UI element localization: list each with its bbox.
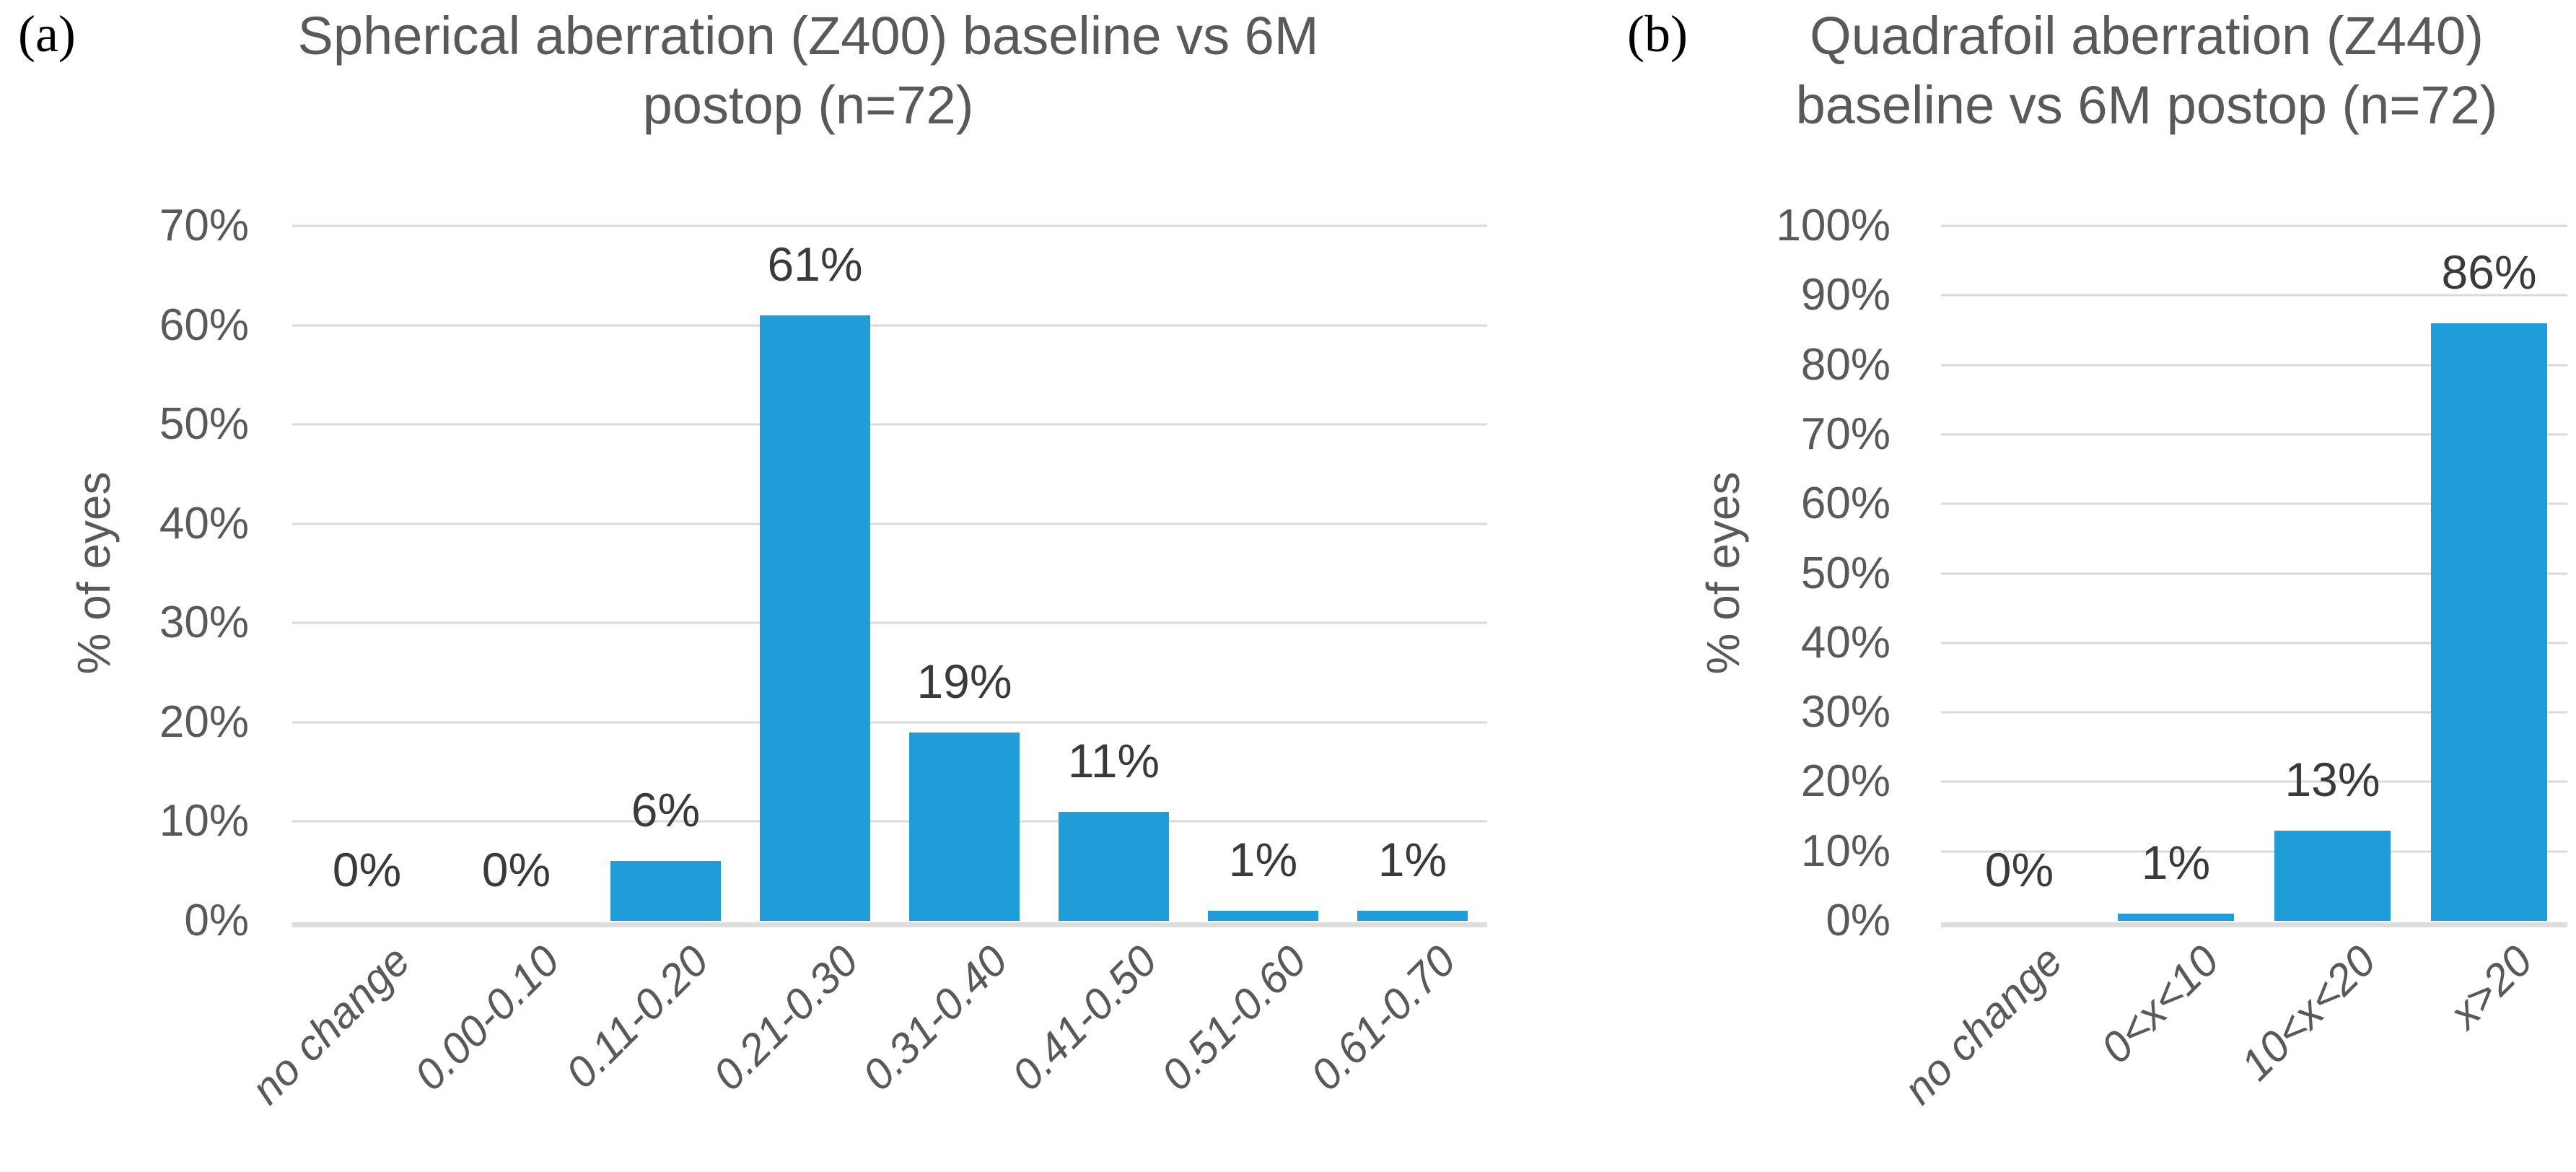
y-tick-label: 30% (159, 598, 249, 648)
y-tick-label: 50% (159, 399, 249, 450)
y-tick-label: 100% (1776, 201, 1891, 250)
x-category-label: 10<x<20 (2231, 936, 2386, 1090)
gridline (1941, 224, 2567, 227)
y-tick-label: 40% (159, 498, 249, 548)
gridline (1941, 294, 2567, 297)
plot-area-b: 0% 1% 13% 86% (1941, 224, 2567, 927)
bar-value-label: 1% (1228, 833, 1298, 887)
x-category-label: 0.61-0.70 (1301, 936, 1466, 1100)
bar-value-label: 1% (2141, 836, 2211, 890)
x-axis-line (292, 922, 1487, 927)
gridline (1941, 642, 2567, 644)
x-axis-labels-a: no change 0.00-0.10 0.11-0.20 0.21-0.30 0.31… (242, 928, 1487, 1172)
x-category-label: 0.00-0.10 (405, 936, 569, 1100)
x-category-label: 0.31-0.40 (853, 936, 1017, 1100)
gridline (1941, 850, 2567, 853)
plot-area-a: 0% 0% 6% 61% 19% 11% 1% 1% (292, 224, 1487, 927)
bar-value-label: 6% (631, 783, 701, 837)
x-axis-labels-b: no change 0<x<10 10<x<20 x>20 (1894, 928, 2567, 1172)
gridline (1941, 433, 2567, 436)
bar-value-label: 61% (767, 237, 863, 291)
bar-value-label: 86% (2441, 245, 2537, 299)
panel-label-a: (a) (18, 5, 76, 63)
y-tick-label: 30% (1800, 687, 1891, 738)
x-category-label: 0.21-0.30 (704, 936, 868, 1100)
chart-panel-a: (a) Spherical aberration (Z400) baseline… (0, 5, 1487, 1172)
bar-value-label: 13% (2284, 752, 2380, 806)
gridline (1941, 780, 2567, 783)
y-tick-label: 60% (159, 299, 249, 350)
bar-value-label: 0% (481, 843, 551, 896)
bar-value-label: 19% (916, 654, 1012, 708)
bar (1208, 911, 1318, 921)
x-category-label: 0<x<10 (2092, 936, 2229, 1073)
bar (1059, 811, 1169, 921)
bar (1357, 911, 1468, 921)
gridline (292, 522, 1487, 525)
bar-value-label: 0% (332, 843, 402, 896)
y-tick-label: 0% (1826, 896, 1891, 945)
y-tick-label: 60% (1800, 478, 1891, 529)
gridline (292, 721, 1487, 724)
bar (610, 861, 721, 921)
gridline (292, 224, 1487, 227)
y-tick-label: 70% (1800, 408, 1891, 459)
gridline (1941, 711, 2567, 714)
y-tick-label: 10% (159, 796, 249, 847)
chart-title-b: Quadrafoil aberration (Z440) baseline vs… (1795, 6, 2498, 136)
y-tick-label: 20% (1800, 756, 1891, 807)
x-axis-line (1941, 922, 2567, 927)
y-tick-label: 70% (159, 201, 249, 250)
y-tick-label: 40% (1800, 617, 1891, 668)
x-category-label: x>20 (2440, 936, 2542, 1038)
gridline (292, 621, 1487, 624)
y-tick-label: 50% (1800, 548, 1891, 598)
bar (2118, 914, 2234, 921)
y-tick-label: 10% (1800, 826, 1891, 876)
gridline (1941, 572, 2567, 574)
x-category-label: 0.51-0.60 (1152, 936, 1316, 1100)
bar (760, 315, 870, 921)
y-tick-label: 0% (184, 896, 249, 945)
bar-value-label: 1% (1377, 833, 1447, 887)
gridline (292, 324, 1487, 327)
y-axis-ticks-a: 0% 10% 20% 30% 40% 50% 60% 70% (0, 204, 249, 943)
bar-value-label: 11% (1067, 733, 1160, 787)
x-category-label: 0.11-0.20 (556, 936, 719, 1098)
bar (909, 732, 1020, 921)
y-axis-ticks-b: 0% 10% 20% 30% 40% 50% 60% 70% 80% 90% 100% (1566, 204, 1891, 943)
y-tick-label: 20% (159, 696, 249, 747)
x-category-label: no change (1894, 936, 2072, 1114)
y-tick-label: 80% (1800, 339, 1891, 390)
bar (2274, 830, 2391, 921)
y-tick-label: 90% (1800, 270, 1891, 320)
x-category-label: no change (242, 936, 420, 1114)
gridline (1941, 364, 2567, 367)
gridline (292, 423, 1487, 426)
bar (2431, 323, 2547, 921)
chart-panel-b: (b) Quadrafoil aberration (Z440) baselin… (1566, 0, 2576, 1172)
gridline (292, 820, 1487, 823)
x-category-label: 0.41-0.50 (1002, 936, 1167, 1100)
panel-label-b: (b) (1627, 5, 1688, 63)
bar-value-label: 0% (1984, 843, 2054, 896)
gridline (1941, 502, 2567, 505)
chart-title-a: Spherical aberration (Z400) baseline vs … (297, 6, 1319, 136)
